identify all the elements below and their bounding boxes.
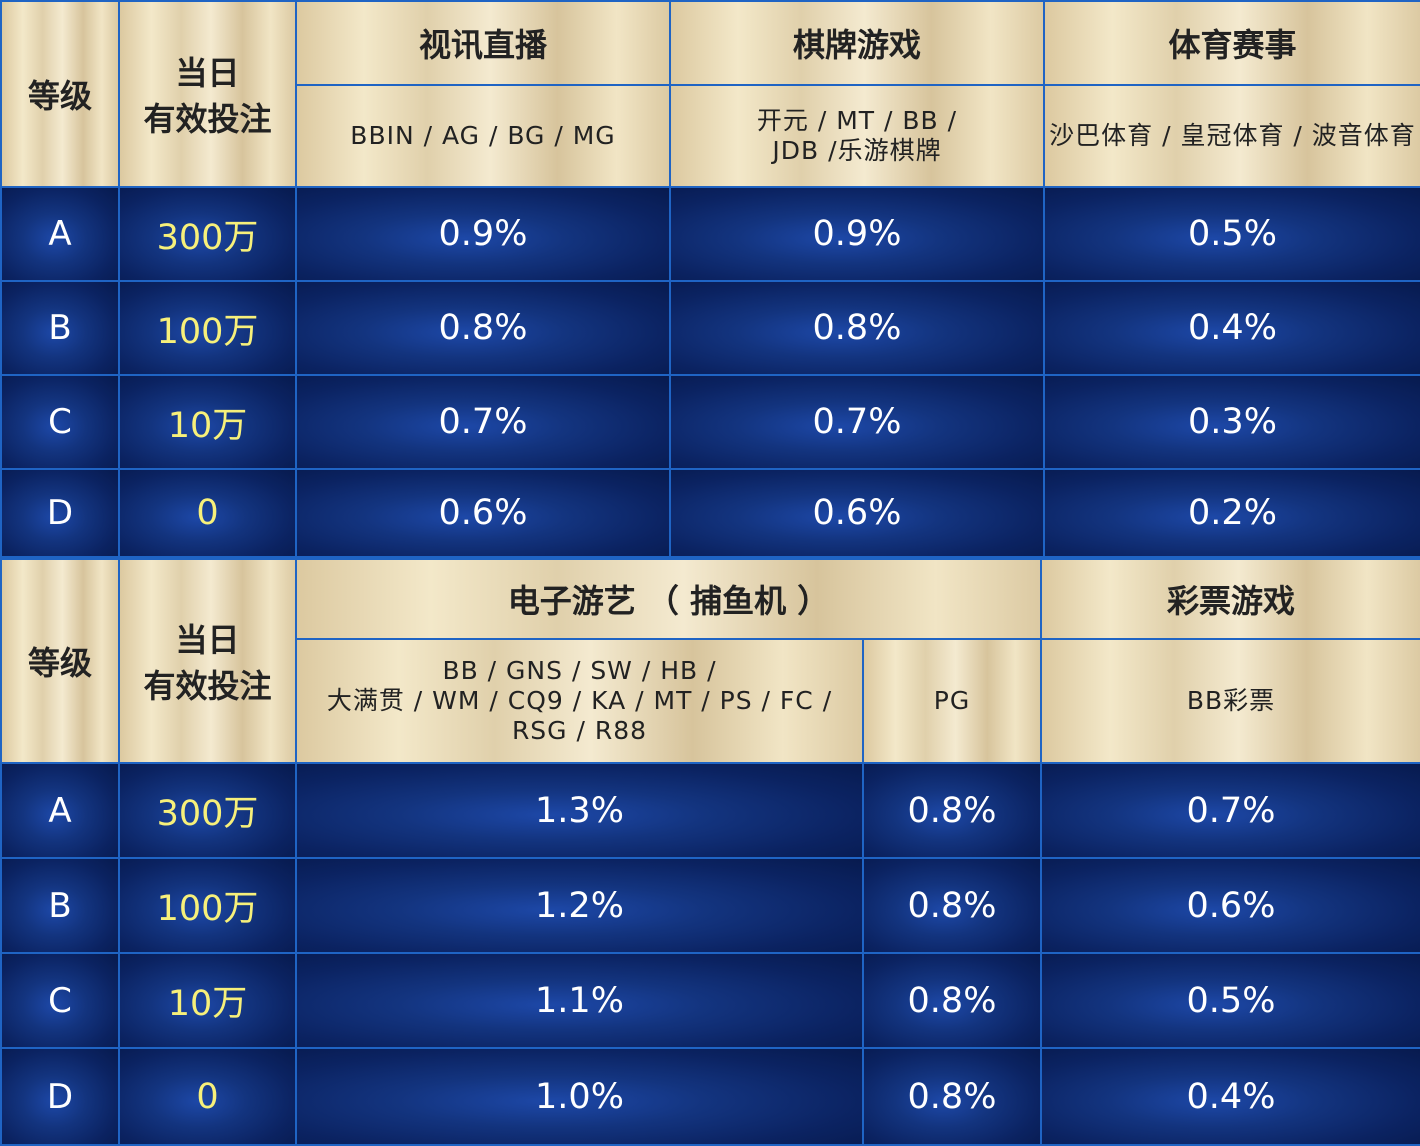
rate-cell: 0.9% <box>669 186 1045 282</box>
rate-cell: 0.5% <box>1040 952 1420 1049</box>
rate-cell: 1.3% <box>295 762 864 859</box>
rate-cell: 0.2% <box>1043 468 1420 558</box>
table-row: C 10万 1.1% 0.8% 0.5% <box>0 952 1420 1049</box>
level-cell: D <box>0 1047 120 1146</box>
group-header-chess: 棋牌游戏 <box>669 0 1045 86</box>
rate-cell: 0.7% <box>669 374 1045 470</box>
provider-header-slots: BB / GNS / SW / HB / 大满贯 / WM / CQ9 / KA… <box>295 638 864 764</box>
rate-cell: 0.4% <box>1043 280 1420 376</box>
rate-cell: 0.6% <box>669 468 1045 558</box>
bet-cell: 300万 <box>118 186 297 282</box>
rate-cell: 0.8% <box>862 952 1042 1049</box>
level-cell: A <box>0 762 120 859</box>
level-cell: C <box>0 952 120 1049</box>
table-row: B 100万 1.2% 0.8% 0.6% <box>0 857 1420 954</box>
daily-bet-header-line1: 当日 <box>175 54 240 92</box>
rate-cell: 0.6% <box>1040 857 1420 954</box>
bet-cell: 10万 <box>118 952 297 1049</box>
provider-header-lottery: BB彩票 <box>1040 638 1420 764</box>
rate-cell: 1.2% <box>295 857 864 954</box>
rate-cell: 0.8% <box>862 762 1042 859</box>
table-row: B 100万 0.8% 0.8% 0.4% <box>0 280 1420 376</box>
rate-cell: 0.7% <box>1040 762 1420 859</box>
level-cell: D <box>0 468 120 558</box>
group-header-live: 视讯直播 <box>295 0 671 86</box>
provider-header-chess: 开元 / MT / BB / JDB /乐游棋牌 <box>669 84 1045 188</box>
rebate-table-1: 等级 当日 有效投注 视讯直播 棋牌游戏 体育赛事 BBIN / AG / BG… <box>0 0 1420 558</box>
rate-cell: 0.3% <box>1043 374 1420 470</box>
daily-bet-header-line2: 有效投注 <box>143 667 272 705</box>
provider-header-slots-line2: 大满贯 / WM / CQ9 / KA / MT / PS / FC / <box>326 686 833 715</box>
bet-cell: 0 <box>118 1047 297 1146</box>
table-row: C 10万 0.7% 0.7% 0.3% <box>0 374 1420 470</box>
rate-cell: 0.4% <box>1040 1047 1420 1146</box>
level-cell: B <box>0 280 120 376</box>
provider-header-chess-line1: 开元 / MT / BB / <box>756 106 958 135</box>
rate-cell: 0.7% <box>295 374 671 470</box>
table-row: A 300万 1.3% 0.8% 0.7% <box>0 762 1420 859</box>
rate-cell: 0.6% <box>295 468 671 558</box>
rate-cell: 1.1% <box>295 952 864 1049</box>
level-cell: A <box>0 186 120 282</box>
rate-cell: 0.5% <box>1043 186 1420 282</box>
rate-cell: 0.8% <box>862 857 1042 954</box>
provider-header-sports: 沙巴体育 / 皇冠体育 / 波音体育 <box>1043 84 1420 188</box>
provider-header-live: BBIN / AG / BG / MG <box>295 84 671 188</box>
daily-bet-header-line1: 当日 <box>175 621 240 659</box>
provider-header-chess-line2: JDB /乐游棋牌 <box>772 136 942 165</box>
provider-header-pg: PG <box>862 638 1042 764</box>
table-row: D 0 0.6% 0.6% 0.2% <box>0 468 1420 558</box>
rate-cell: 0.9% <box>295 186 671 282</box>
provider-header-slots-line1: BB / GNS / SW / HB / <box>442 656 717 685</box>
daily-bet-header: 当日 有效投注 <box>118 0 297 188</box>
level-cell: C <box>0 374 120 470</box>
group-header-slots: 电子游艺 （ 捕鱼机 ） <box>295 558 1042 640</box>
provider-header-slots-line3: RSG / R88 <box>511 716 648 745</box>
group-header-sports: 体育赛事 <box>1043 0 1420 86</box>
table-row: A 300万 0.9% 0.9% 0.5% <box>0 186 1420 282</box>
bet-cell: 100万 <box>118 857 297 954</box>
rate-cell: 1.0% <box>295 1047 864 1146</box>
bet-cell: 300万 <box>118 762 297 859</box>
bet-cell: 100万 <box>118 280 297 376</box>
level-cell: B <box>0 857 120 954</box>
level-header: 等级 <box>0 0 120 188</box>
rate-cell: 0.8% <box>295 280 671 376</box>
rate-cell: 0.8% <box>862 1047 1042 1146</box>
daily-bet-header: 当日 有效投注 <box>118 558 297 764</box>
bet-cell: 10万 <box>118 374 297 470</box>
table-row: D 0 1.0% 0.8% 0.4% <box>0 1047 1420 1146</box>
level-header: 等级 <box>0 558 120 764</box>
rebate-table-2: 等级 当日 有效投注 电子游艺 （ 捕鱼机 ） 彩票游戏 BB / GNS / … <box>0 558 1420 1146</box>
daily-bet-header-line2: 有效投注 <box>143 100 272 138</box>
bet-cell: 0 <box>118 468 297 558</box>
rate-cell: 0.8% <box>669 280 1045 376</box>
group-header-lottery: 彩票游戏 <box>1040 558 1420 640</box>
